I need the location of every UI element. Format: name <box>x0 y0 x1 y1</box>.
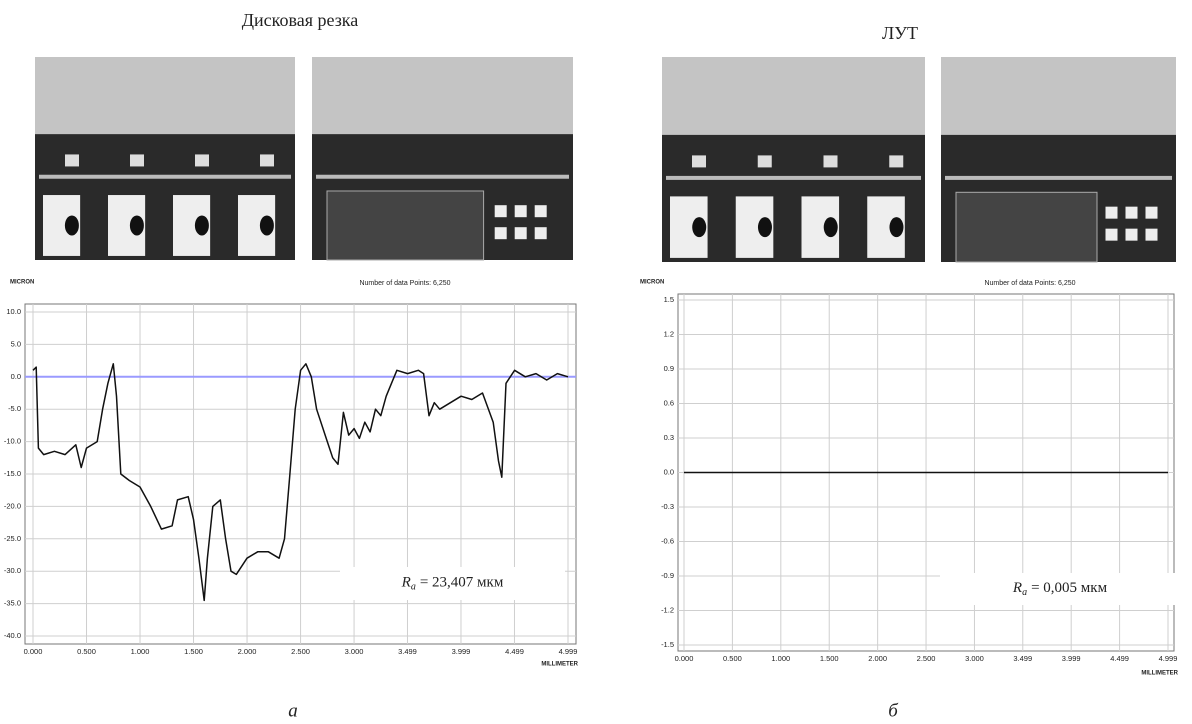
photo-core <box>956 192 1097 262</box>
panel-title: Дисковая резка <box>242 10 359 30</box>
photo-pad-top <box>130 154 144 166</box>
photo-pad <box>1106 229 1118 241</box>
photo-pad-top <box>889 155 903 167</box>
y-tick-label: 0.9 <box>664 364 674 373</box>
x-tick-label: 0.000 <box>24 647 43 656</box>
photo-hole <box>889 217 903 237</box>
y-tick-label: -10.0 <box>4 437 21 446</box>
photo-hole <box>692 217 706 237</box>
photo <box>312 57 573 260</box>
photo-pad <box>1126 207 1138 219</box>
x-tick-label: 1.000 <box>131 647 150 656</box>
annotation-subscript: a <box>1022 587 1027 598</box>
y-tick-label: 0.6 <box>664 398 674 407</box>
photo-pad <box>1106 207 1118 219</box>
photo-pad-top <box>65 154 79 166</box>
y-tick-label: 10.0 <box>6 307 21 316</box>
photo-pad-top <box>824 155 838 167</box>
x-tick-label: 4.499 <box>505 647 524 656</box>
y-tick-label: -0.6 <box>661 536 674 545</box>
y-axis-label: MICRON <box>640 280 664 286</box>
annotation-symbol: R <box>401 575 411 591</box>
x-axis-label: MILLIMETER <box>541 662 578 668</box>
photo <box>941 57 1176 262</box>
photo-pad <box>535 205 547 217</box>
chart-subtitle: Number of data Points: 6,250 <box>359 280 450 287</box>
x-tick-label: 4.999 <box>1159 654 1178 663</box>
x-tick-label: 3.499 <box>398 647 417 656</box>
photo-pad <box>495 227 507 239</box>
y-tick-label: -25.0 <box>4 534 21 543</box>
photo-pad <box>515 205 527 217</box>
y-tick-label: -20.0 <box>4 501 21 510</box>
photo-hole <box>130 215 144 235</box>
y-tick-label: -1.2 <box>661 605 674 614</box>
x-tick-label: 3.499 <box>1013 654 1032 663</box>
panel-caption: б <box>888 700 899 721</box>
photo-pad <box>495 205 507 217</box>
x-tick-label: 2.000 <box>238 647 257 656</box>
y-tick-label: 1.2 <box>664 329 674 338</box>
y-axis-label: MICRON <box>10 280 34 286</box>
photo-pad <box>535 227 547 239</box>
x-tick-label: 2.000 <box>868 654 887 663</box>
y-tick-label: 0.3 <box>664 433 674 442</box>
y-tick-label: -0.3 <box>661 502 674 511</box>
photo <box>662 57 925 262</box>
y-tick-label: -1.5 <box>661 640 674 649</box>
x-tick-label: 2.500 <box>917 654 936 663</box>
x-tick-label: 0.500 <box>77 647 96 656</box>
photo-edge <box>945 176 1172 180</box>
x-tick-label: 2.500 <box>291 647 310 656</box>
panel-title: ЛУТ <box>882 23 918 43</box>
y-tick-label: 5.0 <box>11 339 21 348</box>
x-tick-label: 4.999 <box>559 647 578 656</box>
photo-hole <box>65 215 79 235</box>
photo-hole <box>195 215 209 235</box>
x-tick-label: 1.000 <box>771 654 790 663</box>
x-tick-label: 1.500 <box>820 654 839 663</box>
photo-core <box>327 191 484 260</box>
x-axis-label: MILLIMETER <box>1141 671 1178 677</box>
y-tick-label: -0.9 <box>661 571 674 580</box>
photo-hole <box>824 217 838 237</box>
y-tick-label: -40.0 <box>4 631 21 640</box>
y-tick-label: -5.0 <box>8 404 21 413</box>
annotation-symbol: R <box>1012 580 1022 596</box>
photo-edge <box>316 175 569 179</box>
photo-pad-top <box>692 155 706 167</box>
x-tick-label: 4.499 <box>1110 654 1129 663</box>
y-tick-label: -30.0 <box>4 566 21 575</box>
y-tick-label: 1.5 <box>664 295 674 304</box>
x-tick-label: 1.500 <box>184 647 203 656</box>
y-tick-label: -35.0 <box>4 599 21 608</box>
photo-pad <box>1126 229 1138 241</box>
photo-edge <box>666 176 921 180</box>
annotation-subscript: a <box>411 582 416 593</box>
x-tick-label: 3.000 <box>345 647 364 656</box>
y-tick-label: -15.0 <box>4 469 21 478</box>
photo-pad <box>515 227 527 239</box>
annotation-text: = 0,005 мкм <box>1031 580 1107 596</box>
figure: Дисковая резка а Number of data Points: 6,… <box>0 0 1192 724</box>
photo-pad-top <box>195 154 209 166</box>
x-tick-label: 0.500 <box>723 654 742 663</box>
x-tick-label: 3.000 <box>965 654 984 663</box>
photo <box>35 57 295 260</box>
x-tick-label: 3.999 <box>452 647 471 656</box>
photo-pad-top <box>260 154 274 166</box>
photo-edge <box>39 175 291 179</box>
x-tick-label: 0.000 <box>675 654 694 663</box>
y-tick-label: 0.0 <box>11 372 21 381</box>
x-tick-label: 3.999 <box>1062 654 1081 663</box>
panel-caption: а <box>288 700 298 721</box>
y-tick-label: 0.0 <box>664 467 674 476</box>
photo-pad <box>1146 229 1158 241</box>
photo-hole <box>758 217 772 237</box>
annotation-text: = 23,407 мкм <box>420 575 504 591</box>
photo-hole <box>260 215 274 235</box>
photo-pad <box>1146 207 1158 219</box>
photo-pad-top <box>758 155 772 167</box>
chart-subtitle: Number of data Points: 6,250 <box>984 280 1075 287</box>
